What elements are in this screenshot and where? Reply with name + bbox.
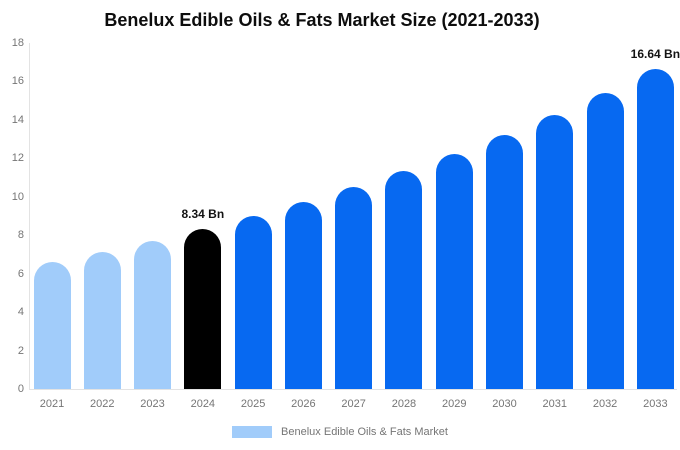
x-tick-label-2032: 2032 — [592, 398, 618, 410]
bar-2031 — [536, 114, 574, 389]
bar-2033 — [636, 69, 674, 389]
x-tick-label-2029: 2029 — [441, 398, 467, 410]
x-tick-label-2031: 2031 — [542, 398, 568, 410]
y-tick-label-18: 18 — [11, 37, 24, 49]
x-tick-label-2026: 2026 — [291, 398, 316, 410]
legend-label: Benelux Edible Oils & Fats Market — [281, 426, 448, 438]
y-tick-label-16: 16 — [11, 75, 24, 88]
y-axis-line — [29, 43, 30, 389]
y-tick-label-12: 12 — [11, 152, 24, 165]
bar-value-label-2024: 8.34 Bn — [181, 206, 225, 221]
bar-2032 — [586, 92, 624, 389]
bar-2027 — [335, 187, 373, 389]
bar-2029 — [435, 153, 473, 389]
x-tick-label-2033: 2033 — [643, 398, 668, 410]
bar-value-label-2033: 16.64 Bn — [630, 47, 680, 62]
x-axis-line — [29, 389, 677, 390]
x-tick-label-2027: 2027 — [341, 398, 366, 410]
x-tick-label-2024: 2024 — [190, 398, 216, 410]
bar-2025 — [234, 216, 272, 389]
y-tick-label-0: 0 — [17, 383, 24, 395]
x-tick-label-2030: 2030 — [492, 398, 517, 410]
bar-2030 — [486, 135, 524, 389]
x-tick-label-2023: 2023 — [140, 398, 165, 410]
x-tick-label-2021: 2021 — [39, 398, 65, 410]
bar-2023 — [134, 240, 172, 389]
bar-2021 — [33, 261, 71, 389]
bar-2028 — [385, 171, 423, 389]
y-tick-label-14: 14 — [11, 113, 24, 126]
bar-2024 — [184, 228, 222, 389]
y-tick-label-10: 10 — [11, 190, 24, 203]
chart-title: Benelux Edible Oils & Fats Market Size (… — [104, 10, 540, 30]
y-tick-label-4: 4 — [17, 306, 24, 319]
bar-2026 — [284, 202, 322, 389]
y-tick-label-6: 6 — [17, 267, 24, 280]
legend: Benelux Edible Oils & Fats Market — [0, 426, 680, 438]
x-tick-label-2022: 2022 — [90, 398, 115, 410]
y-tick-label-8: 8 — [17, 229, 24, 242]
x-tick-label-2028: 2028 — [391, 398, 417, 410]
x-tick-label-2025: 2025 — [240, 398, 266, 410]
legend-swatch — [232, 426, 273, 438]
bar-2022 — [83, 251, 121, 389]
y-tick-label-2: 2 — [17, 344, 24, 357]
